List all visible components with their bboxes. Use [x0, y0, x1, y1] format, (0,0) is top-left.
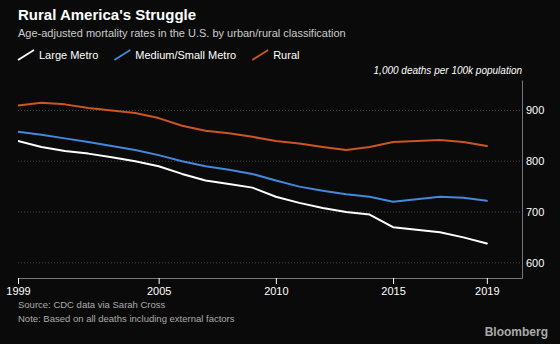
series-line	[18, 103, 487, 150]
legend-item: Large Metro	[18, 49, 98, 61]
tick-label: 2019	[475, 285, 499, 297]
axis-line	[19, 278, 523, 279]
tick-label: 2010	[264, 285, 288, 297]
tick: 2010	[264, 278, 288, 297]
grid-line	[18, 110, 522, 111]
tick: 900	[522, 104, 544, 116]
tick-label: 800	[526, 155, 544, 167]
grid-line	[18, 212, 522, 213]
subtitle: Age-adjusted mortality rates in the U.S.…	[18, 27, 346, 39]
tick-label: 1999	[6, 285, 30, 297]
tick: 2019	[475, 278, 499, 297]
legend-item: Medium/Small Metro	[114, 49, 236, 61]
lines	[18, 103, 487, 244]
y-label: 1,000 deaths per 100k population	[374, 65, 523, 76]
footnote: Note: Based on all deaths including exte…	[18, 313, 235, 324]
tick-mark	[159, 278, 160, 284]
tick-label: 900	[526, 104, 544, 116]
chart: Rural America's Struggle Age-adjusted mor…	[0, 0, 560, 344]
series-line	[18, 141, 487, 244]
tick: 800	[522, 155, 544, 167]
tick-label: 600	[526, 257, 544, 269]
legend-label: Medium/Small Metro	[135, 49, 236, 61]
legend-label: Large Metro	[39, 49, 98, 61]
tick-mark	[393, 278, 394, 284]
tick-label: 2015	[381, 285, 405, 297]
y-axis: 600 700 800 900	[522, 81, 544, 279]
tick: 700	[522, 206, 544, 218]
legend-swatch	[114, 50, 130, 60]
tick: 600	[522, 257, 544, 269]
tick-mark	[276, 278, 277, 284]
legend-swatch	[18, 50, 34, 60]
footnote: Source: CDC data via Sarah Cross	[18, 299, 166, 310]
series-line	[18, 132, 487, 202]
tick-mark	[487, 278, 488, 284]
legend-swatch	[252, 50, 268, 60]
tick-mark	[18, 278, 19, 284]
tick-label: 700	[526, 206, 544, 218]
x-axis: 1999 2005 2010 2015 2019	[6, 278, 522, 297]
legend-item: Rural	[252, 49, 299, 61]
tick-label: 2005	[147, 285, 171, 297]
axis-line	[522, 81, 523, 279]
watermark: Bloomberg	[485, 325, 548, 339]
legend: Large Metro Medium/Small Metro Rural	[18, 49, 299, 61]
tick: 2015	[381, 278, 405, 297]
background	[0, 0, 560, 344]
grid-line	[18, 161, 522, 162]
tick: 2005	[147, 278, 171, 297]
plot: 1999 2005 2010 2015 2019 600 700 800 900	[6, 81, 544, 297]
tick: 1999	[6, 278, 30, 297]
legend-label: Rural	[273, 49, 299, 61]
grid-line	[18, 262, 522, 263]
grid	[18, 110, 522, 262]
title: Rural America's Struggle	[18, 6, 196, 23]
